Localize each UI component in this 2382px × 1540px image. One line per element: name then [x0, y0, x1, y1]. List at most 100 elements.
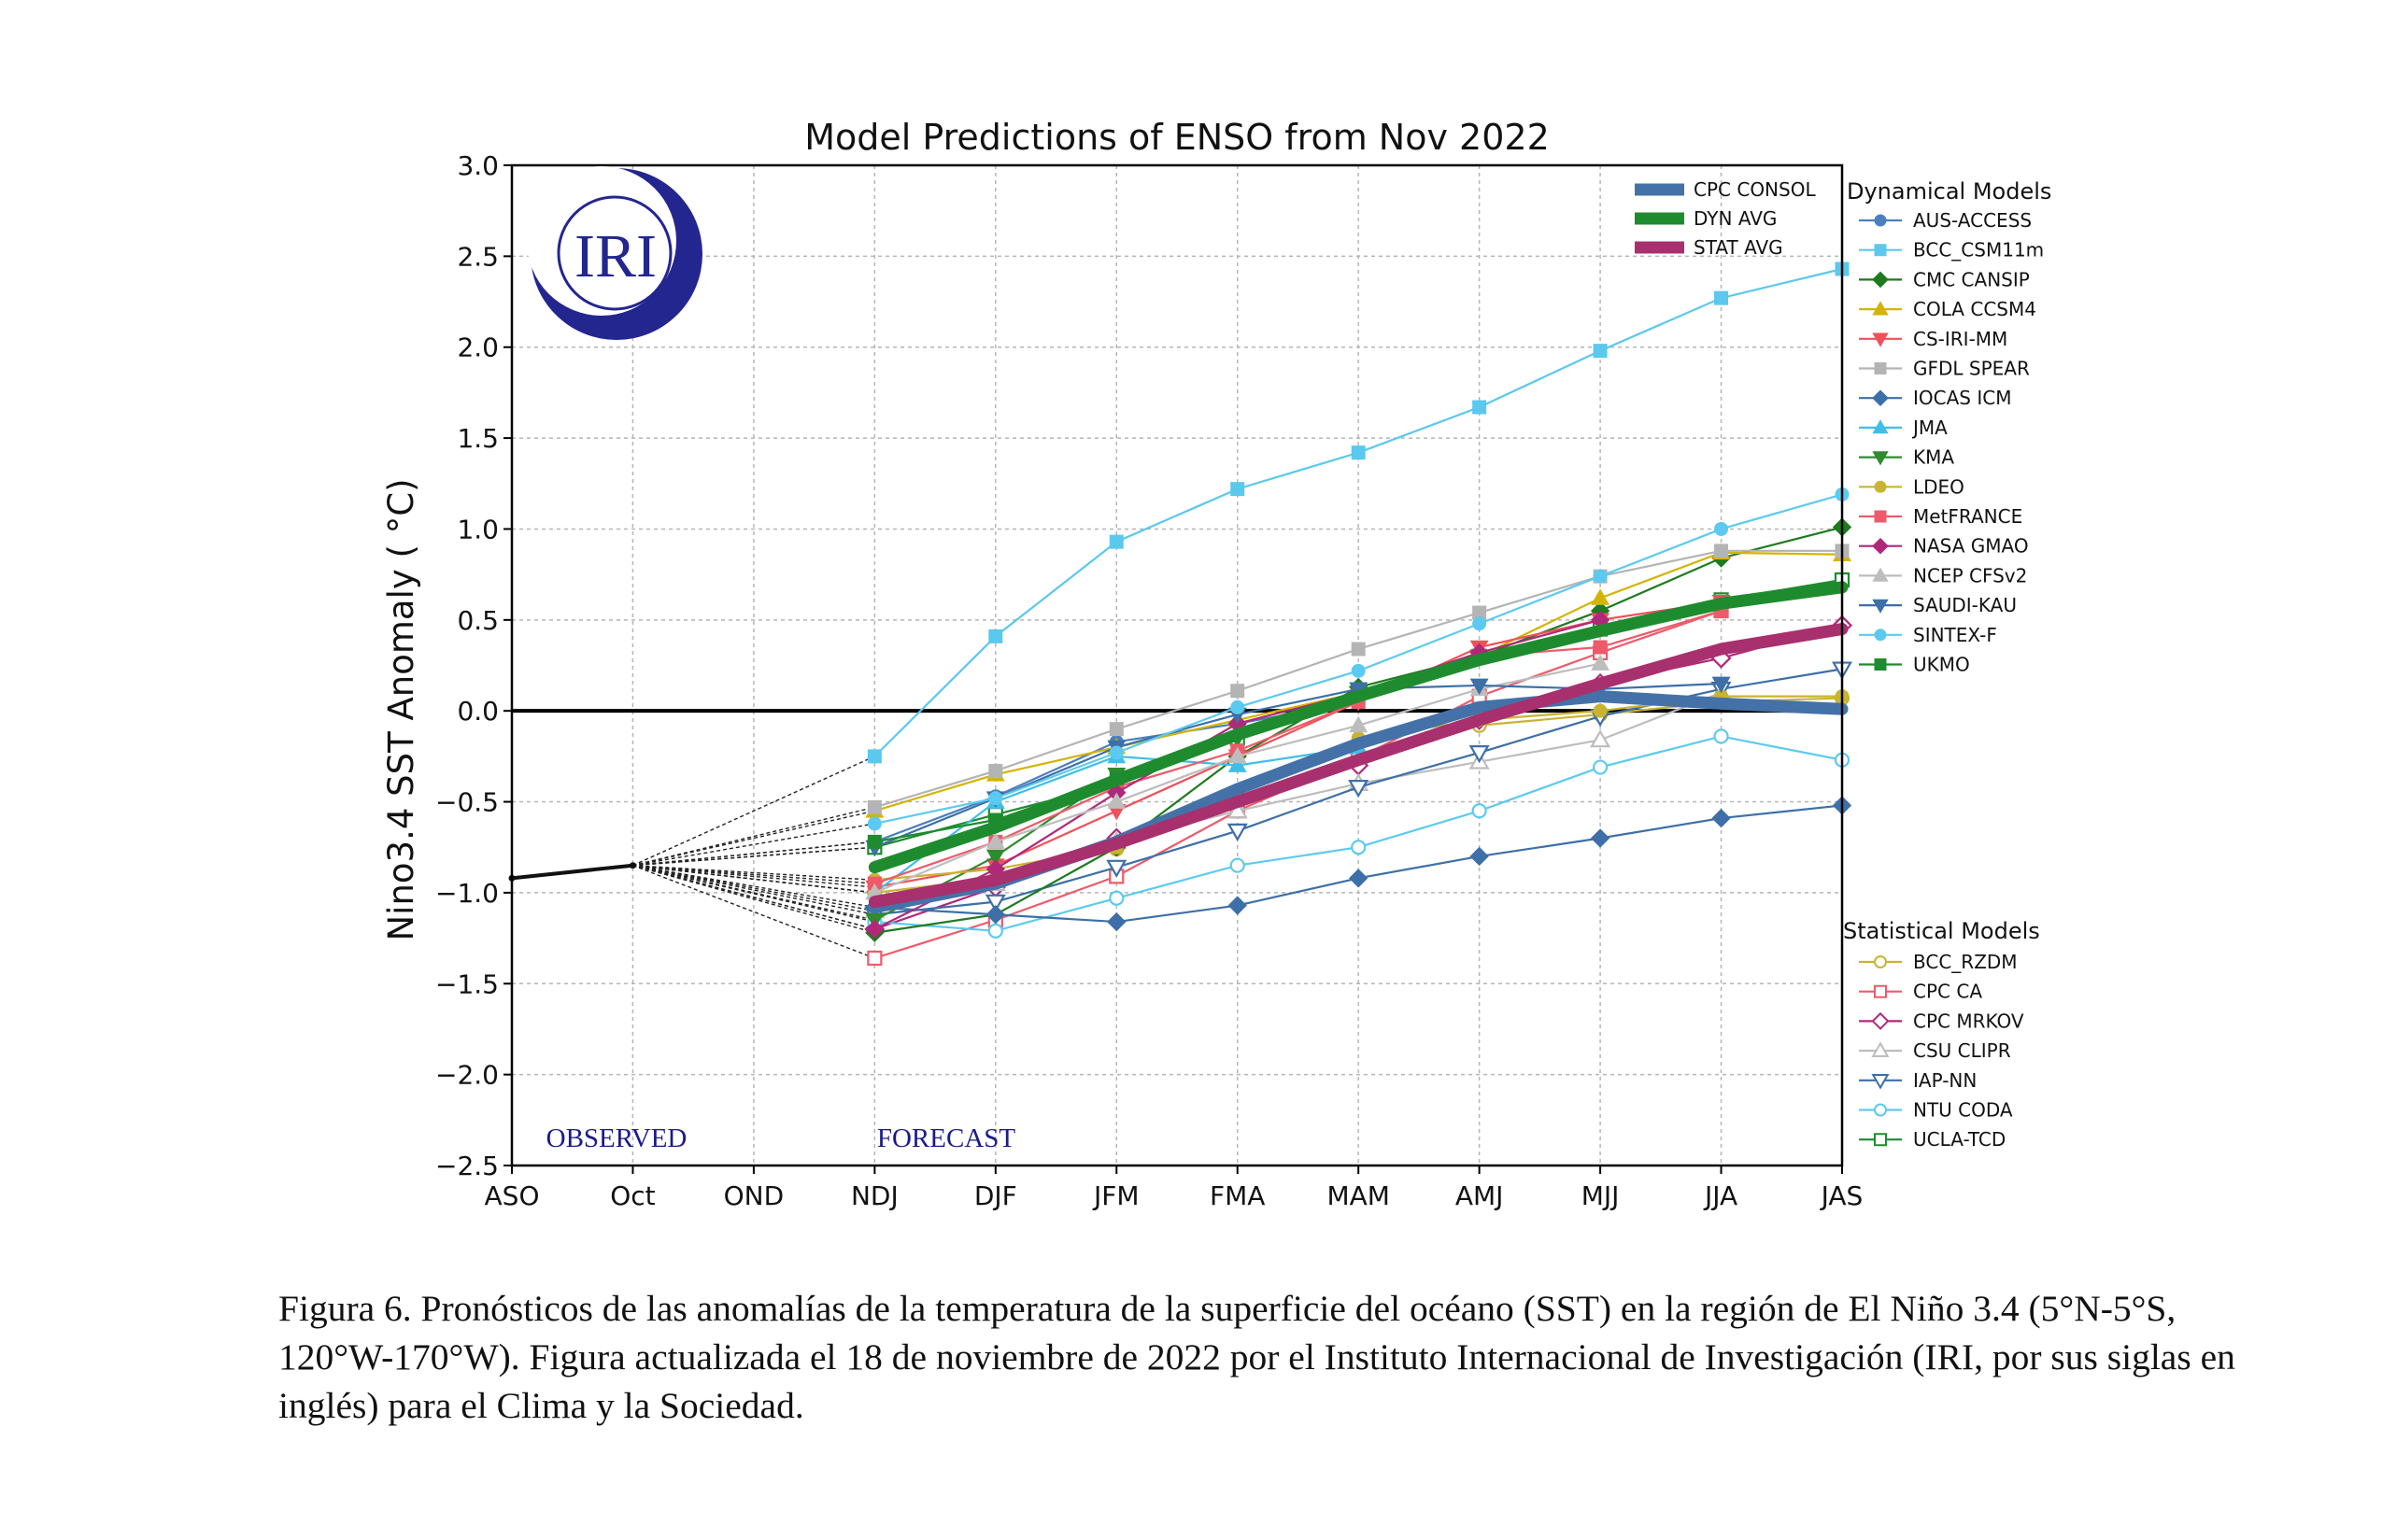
point-iap-nn [1226, 823, 1248, 842]
point-saudi-kau [1469, 678, 1489, 696]
avg-line-stat-avg [868, 623, 1849, 909]
observed-label: OBSERVED [546, 1123, 688, 1153]
legend-label-iocas-icm: IOCAS ICM [1913, 387, 2011, 409]
point-ntu-coda [1351, 840, 1367, 855]
legend-marker-ncep-cfsv2 [1872, 567, 1889, 582]
point-gfdl-spear [867, 799, 882, 814]
y-axis-label: Nino3.4 SST Anomaly ( °C) [381, 478, 421, 940]
dynamical-legend-title: Dynamical Models [1847, 178, 2051, 205]
forecast-label: FORECAST [877, 1123, 1016, 1153]
point-sintex-f [1593, 569, 1608, 584]
series-gfdl-spear [867, 544, 1850, 814]
point-csu-clipr [1226, 799, 1248, 819]
average-legend: CPC CONSOL DYN AVG STAT AVG [1635, 178, 1816, 259]
series-iocas-icm [865, 796, 1852, 932]
figure-caption: Figura 6. Pronósticos de las anomalías d… [278, 1288, 2235, 1426]
y-tick-label: −0.5 [435, 787, 499, 818]
legend-label-jma: JMA [1911, 417, 1948, 439]
connector-iap-nn [632, 865, 875, 915]
legend-label-cmc-cansip: CMC CANSIP [1913, 268, 2030, 290]
point-ntu-coda [1713, 728, 1729, 744]
connector-gfdl-spear [632, 806, 875, 867]
point-iocas-icm [1590, 828, 1610, 848]
y-tick-label: 2.5 [457, 241, 499, 272]
point-ntu-coda [1471, 803, 1487, 819]
legend-marker-aus-access [1874, 214, 1887, 227]
point-ncep-cfsv2 [1227, 746, 1247, 764]
legend-marker-cs-iri-mm [1872, 332, 1889, 347]
y-tick-label: 2.0 [457, 332, 499, 363]
legend-marker-jma [1872, 419, 1889, 434]
y-tick-label: 0.5 [457, 605, 499, 636]
legend-label-cpc-ca: CPC CA [1913, 981, 1982, 1003]
legend-label-iap-nn: IAP-NN [1913, 1069, 1977, 1092]
legend-marker-bcc-csm11m [1874, 244, 1887, 257]
iri-logo: IRI [527, 166, 702, 340]
connector-cpc-ca [632, 865, 875, 959]
point-gfdl-spear [1351, 642, 1366, 657]
legend-label-ldeo: LDEO [1913, 475, 1964, 498]
series-layer [508, 261, 1853, 967]
legend-marker-gfdl-spear [1874, 362, 1887, 374]
point-iocas-icm [1469, 846, 1489, 867]
point-iocas-icm [1711, 808, 1731, 828]
legend-marker-csu-clipr [1871, 1041, 1890, 1057]
point-ldeo [1593, 703, 1608, 718]
legend-label-bcc-rzdm: BCC_RZDM [1913, 951, 2018, 973]
x-tick-label: OND [724, 1180, 785, 1211]
x-tick-label: NDJ [851, 1180, 899, 1211]
point-ntu-coda [987, 923, 1003, 939]
observed-point [629, 862, 636, 869]
x-tick-label: DJF [974, 1180, 1017, 1211]
x-tick-label: FMA [1210, 1180, 1265, 1211]
avg-line-dyn-avg [868, 581, 1849, 874]
legend-label-ncep-cfsv2: NCEP CFSv2 [1913, 564, 2027, 586]
point-sintex-f [1714, 521, 1729, 536]
legend-marker-cmc-cansip [1872, 271, 1889, 289]
point-bcc-csm11m [1230, 482, 1245, 497]
legend-marker-ucla-tcd [1874, 1133, 1887, 1147]
y-tick-label: 0.0 [457, 696, 499, 727]
point-bcc-csm11m [1472, 400, 1487, 415]
legend-marker-kma [1872, 451, 1889, 466]
legend-marker-saudi-kau [1872, 599, 1889, 614]
point-sintex-f [867, 816, 882, 831]
avg-legend-label-cpc-consol: CPC CONSOL [1694, 178, 1816, 201]
y-tick-label: −2.0 [435, 1060, 499, 1091]
connector-bcc-rzdm [632, 865, 875, 894]
legend-label-ukmo: UKMO [1913, 654, 1970, 676]
observed-line [511, 863, 633, 881]
x-tick-label: MAM [1326, 1180, 1389, 1211]
point-iocas-icm [1107, 911, 1127, 932]
point-gfdl-spear [1230, 684, 1245, 699]
connector-ukmo [632, 841, 875, 867]
point-iap-nn [1106, 859, 1127, 878]
point-sintex-f [1230, 699, 1245, 714]
point-ncep-cfsv2 [1349, 715, 1368, 733]
legend-label-bcc-csm11m: BCC_CSM11m [1913, 239, 2044, 261]
point-kma [985, 849, 1005, 867]
point-ncep-cfsv2 [1107, 792, 1127, 809]
legend-marker-cpc-ca [1874, 984, 1887, 998]
connector-ntu-coda [632, 865, 875, 923]
point-cpc-ca [867, 950, 883, 967]
point-csu-clipr [1590, 729, 1611, 748]
point-sintex-f [988, 791, 1003, 806]
point-bcc-csm11m [1351, 445, 1366, 460]
point-gfdl-spear [1472, 605, 1487, 620]
point-gfdl-spear [988, 763, 1003, 778]
connector-metfrance [632, 865, 875, 884]
legend-marker-bcc-rzdm [1873, 955, 1888, 968]
chart-title: Model Predictions of ENSO from Nov 2022 [804, 117, 1550, 158]
y-tick-label: −1.0 [435, 878, 499, 909]
legend-label-csu-clipr: CSU CLIPR [1913, 1039, 2011, 1062]
line-metfrance [874, 610, 1722, 885]
point-nasa-gmao [865, 919, 885, 940]
logo-text: IRI [574, 222, 657, 290]
point-ntu-coda [1109, 890, 1125, 906]
point-bcc-csm11m [988, 629, 1003, 643]
avg-legend-label-dyn-avg: DYN AVG [1694, 207, 1777, 230]
point-metfrance [1593, 640, 1608, 655]
statistical-legend-title: Statistical Models [1843, 918, 2040, 944]
point-bcc-csm11m [1109, 534, 1124, 549]
